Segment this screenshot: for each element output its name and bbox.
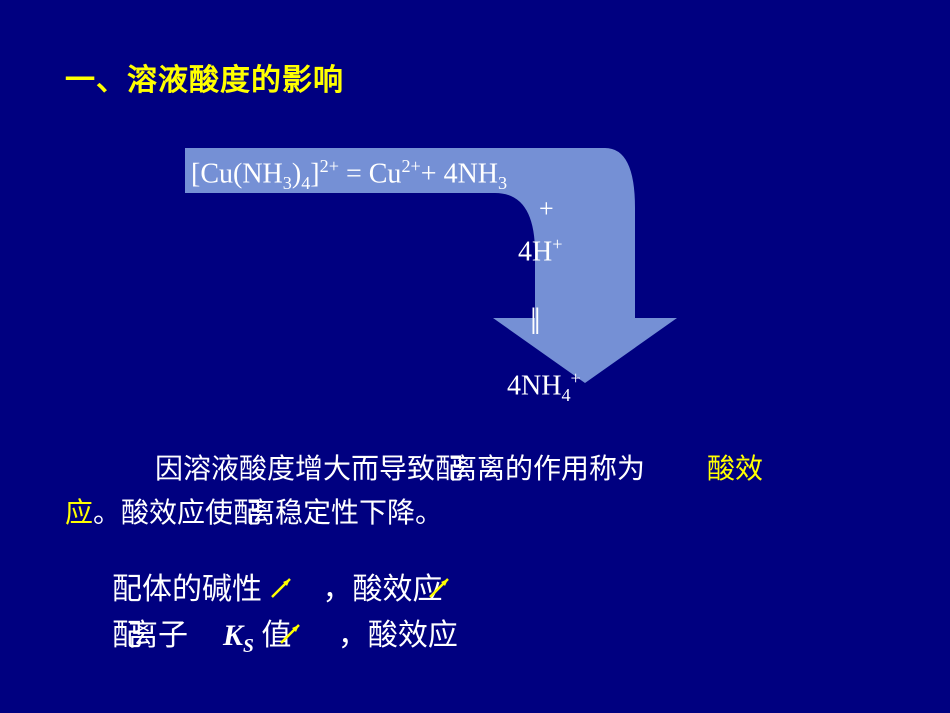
paragraph-line2: 应。酸效应使配离稳定性下降。: [65, 492, 443, 537]
equation-plus: +: [539, 194, 554, 224]
p1-text-c: 离: [449, 454, 477, 485]
ks-symbol: KS: [223, 619, 254, 652]
up-arrow-icon: [428, 577, 456, 599]
p2-text-a: 应: [65, 498, 93, 529]
equation-4h: 4H+: [518, 234, 563, 268]
p2-text-c: 离稳定性下降。: [247, 498, 443, 529]
p1-text-a: 因溶液酸度增大而导致配: [155, 454, 463, 485]
equation-double-bar: ‖: [530, 300, 539, 344]
acid-effect-label: 酸效: [707, 454, 763, 485]
equation-main: [Cu(NH3)4]2+ = Cu2++ 4NH3: [191, 156, 507, 194]
rel2-d: ，酸效应: [338, 619, 458, 652]
p2-text-b: 。酸效应使配: [93, 498, 261, 529]
up-arrow-icon: [279, 623, 307, 645]
rel2-b: 离子: [128, 619, 188, 652]
relation-line-2: 配离子 KS 值 ，酸效应: [112, 610, 458, 658]
up-arrow-icon: [270, 577, 298, 599]
equation-area: [Cu(NH3)4]2+ = Cu2++ 4NH3 + 4H+ ‖ 4NH4+: [185, 148, 685, 428]
relation-line-1: 配体的碱性 ，酸效应: [112, 564, 456, 608]
rel1-a: 配体的碱性: [112, 573, 262, 606]
p1-text-b: 离的作用称为: [477, 454, 645, 485]
paragraph-line1: 因溶液酸度增大而导致配离离的作用称为 酸效: [155, 448, 915, 493]
equation-4nh4: 4NH4+: [507, 368, 581, 406]
slide-heading: 一、溶液酸度的影响: [65, 55, 344, 99]
rel1-b: ，酸效应: [323, 573, 443, 606]
